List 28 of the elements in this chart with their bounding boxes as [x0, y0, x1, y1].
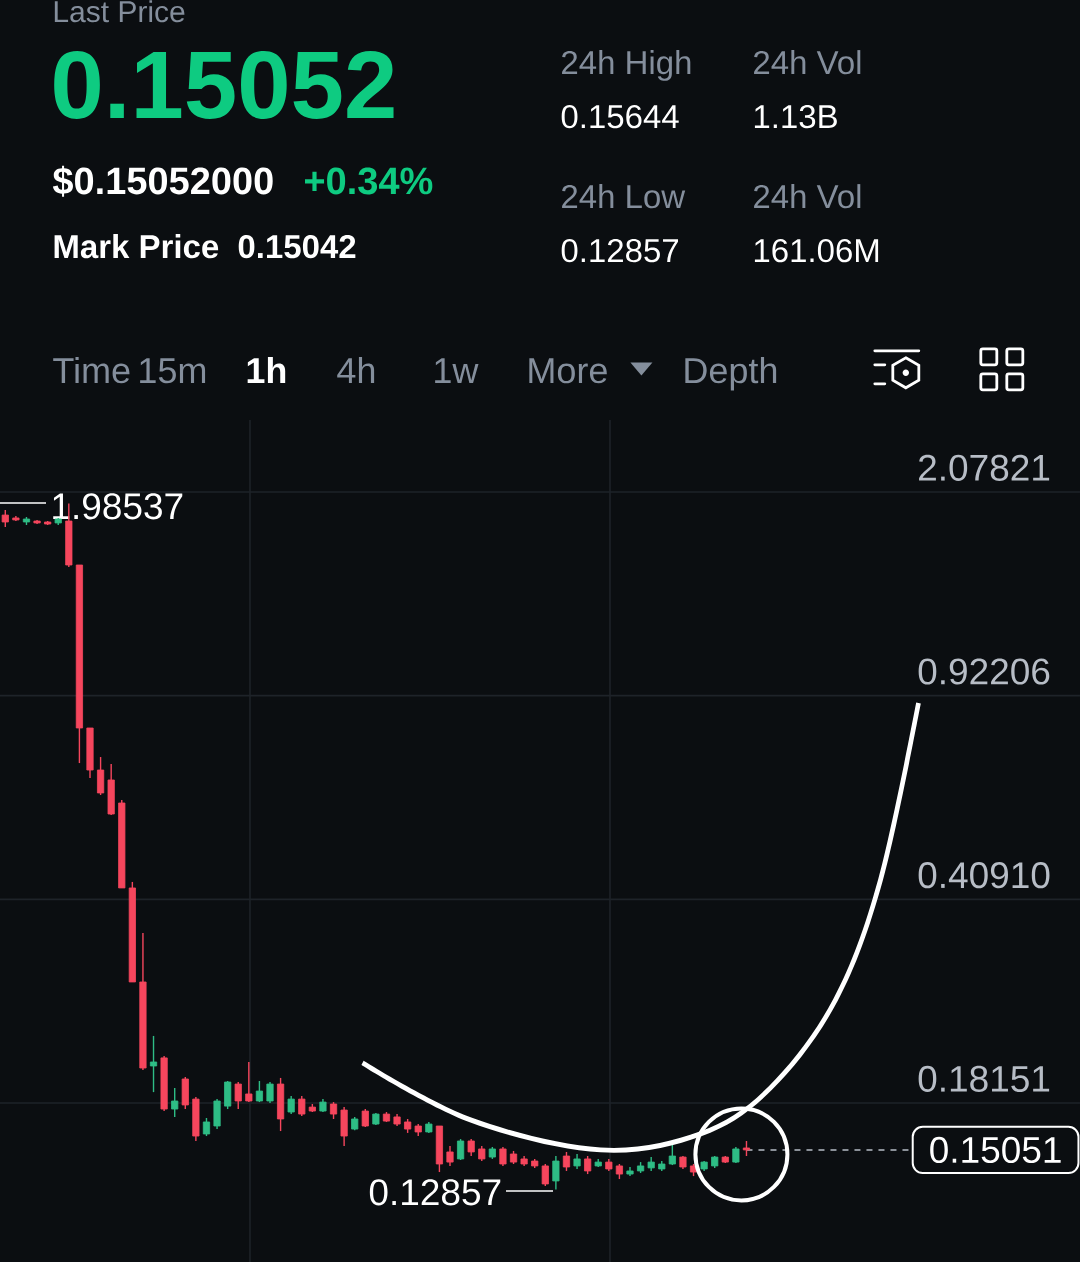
- annotation: 0.12857: [369, 1179, 501, 1206]
- annotation: Mark Price: [54, 234, 219, 259]
- annotation: 1w: [435, 358, 479, 383]
- annotation: 24h Vol: [754, 50, 861, 75]
- annotation: Time: [53, 356, 130, 384]
- annotation: $0.15052000: [52, 165, 273, 197]
- y-tick-label: 2.07821: [919, 454, 1050, 481]
- annotation: 24h Low: [562, 184, 686, 209]
- annotation: 24h High: [562, 50, 691, 81]
- annotation: +0.34%: [305, 167, 433, 195]
- annotation: 1h: [247, 356, 286, 383]
- ref-line-label: 0.15051: [930, 1136, 1061, 1164]
- annotation: 0.15042: [238, 234, 356, 259]
- annotation: 0.15644: [561, 104, 679, 129]
- y-tick-label: 0.92206: [918, 658, 1050, 685]
- annotation: 1.98537: [53, 493, 183, 520]
- annotation: 24h Vol: [754, 184, 861, 209]
- y-tick-label: 0.40910: [918, 862, 1050, 889]
- annotation: 161.06M: [754, 238, 879, 263]
- annotation: 1.13B: [754, 104, 837, 129]
- annotation: 15m: [140, 358, 206, 384]
- annotation: 4h: [337, 356, 375, 383]
- y-tick-label: 0.18151: [918, 1065, 1050, 1092]
- annotation: 0.15052: [54, 50, 394, 119]
- annotation: More: [529, 358, 607, 384]
- chart-title: Last Price: [54, 0, 185, 23]
- annotation: Depth: [685, 356, 777, 391]
- annotation: 0.12857: [561, 238, 678, 263]
